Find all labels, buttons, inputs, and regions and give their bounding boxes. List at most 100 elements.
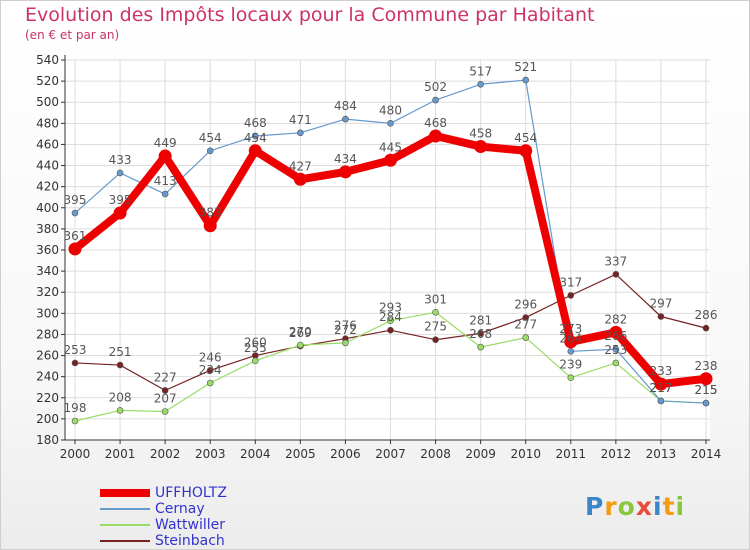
data-label-steinbach: 227 bbox=[154, 370, 177, 384]
point-steinbach bbox=[612, 270, 620, 278]
point-wattwiller bbox=[251, 357, 259, 365]
point-wattwiller bbox=[612, 359, 620, 367]
point-uffholtz bbox=[384, 153, 397, 167]
data-label-wattwiller: 268 bbox=[469, 327, 492, 341]
legend-label-wattwiller: Wattwiller bbox=[155, 517, 225, 533]
point-cernay bbox=[567, 348, 575, 355]
data-label-uffholtz: 395 bbox=[109, 193, 132, 207]
y-tick-label: 480 bbox=[36, 116, 59, 130]
data-label-uffholtz: 273 bbox=[559, 322, 582, 336]
data-label-steinbach: 269 bbox=[289, 326, 312, 340]
point-uffholtz bbox=[248, 144, 262, 158]
data-label-uffholtz: 454 bbox=[514, 131, 537, 145]
point-steinbach bbox=[116, 361, 124, 369]
point-steinbach bbox=[206, 367, 214, 374]
point-steinbach bbox=[522, 314, 530, 321]
point-uffholtz bbox=[203, 219, 217, 233]
data-label-steinbach: 337 bbox=[604, 254, 627, 268]
data-label-uffholtz: 361 bbox=[64, 229, 87, 243]
data-label-wattwiller: 253 bbox=[604, 343, 627, 357]
data-label-steinbach: 281 bbox=[469, 313, 492, 327]
y-tick-label: 300 bbox=[36, 306, 59, 320]
data-label-cernay: 521 bbox=[514, 60, 537, 74]
point-uffholtz bbox=[564, 335, 578, 349]
data-label-wattwiller: 234 bbox=[199, 363, 222, 377]
x-tick-label: 2011 bbox=[556, 447, 587, 461]
data-label-steinbach: 275 bbox=[424, 320, 447, 334]
x-tick-label: 2012 bbox=[601, 447, 632, 461]
data-label-uffholtz: 238 bbox=[695, 359, 718, 373]
data-label-uffholtz: 233 bbox=[649, 364, 672, 378]
data-label-steinbach: 286 bbox=[695, 308, 718, 322]
point-uffholtz bbox=[158, 149, 172, 163]
point-steinbach bbox=[477, 330, 484, 337]
data-label-cernay: 468 bbox=[244, 116, 267, 130]
data-label-wattwiller: 208 bbox=[109, 390, 132, 404]
x-tick-label: 2010 bbox=[510, 447, 541, 461]
data-label-uffholtz: 458 bbox=[469, 127, 492, 141]
point-cernay bbox=[297, 129, 304, 137]
logo-letter: i bbox=[675, 492, 686, 521]
data-label-cernay: 433 bbox=[109, 153, 132, 167]
x-tick-label: 2014 bbox=[691, 447, 722, 461]
y-tick-label: 420 bbox=[36, 180, 59, 194]
y-tick-label: 380 bbox=[36, 222, 59, 236]
chart-subtitle: (en € et par an) bbox=[25, 28, 120, 42]
x-tick-label: 2009 bbox=[465, 447, 496, 461]
x-tick-label: 2008 bbox=[420, 447, 451, 461]
logo-letter: i bbox=[653, 492, 663, 521]
point-cernay bbox=[477, 80, 484, 88]
data-label-cernay: 502 bbox=[424, 80, 447, 94]
point-wattwiller bbox=[477, 343, 484, 351]
data-label-steinbach: 253 bbox=[64, 343, 87, 357]
data-label-steinbach: 276 bbox=[334, 319, 357, 333]
legend-swatch-steinbach bbox=[100, 540, 150, 542]
data-label-steinbach: 260 bbox=[244, 336, 267, 350]
point-uffholtz bbox=[654, 377, 668, 391]
data-label-wattwiller: 277 bbox=[514, 318, 537, 332]
data-label-cernay: 484 bbox=[334, 99, 357, 113]
point-cernay bbox=[161, 190, 169, 198]
data-label-steinbach: 284 bbox=[379, 310, 402, 324]
data-label-uffholtz: 449 bbox=[154, 136, 177, 150]
point-cernay bbox=[612, 345, 620, 353]
y-tick-label: 520 bbox=[36, 74, 59, 88]
y-tick-label: 540 bbox=[36, 53, 59, 67]
data-label-cernay: 264 bbox=[559, 331, 582, 345]
x-tick-label: 2013 bbox=[646, 447, 677, 461]
y-tick-label: 220 bbox=[36, 391, 59, 405]
data-label-cernay: 266 bbox=[604, 329, 627, 343]
y-tick-label: 360 bbox=[36, 243, 59, 257]
data-label-cernay: 454 bbox=[199, 131, 222, 145]
y-tick-label: 500 bbox=[36, 95, 59, 109]
point-cernay bbox=[251, 132, 259, 140]
data-label-uffholtz: 468 bbox=[424, 116, 447, 130]
y-tick-label: 180 bbox=[36, 433, 59, 447]
x-tick-label: 2003 bbox=[195, 447, 226, 461]
point-wattwiller bbox=[161, 408, 169, 415]
data-label-cernay: 215 bbox=[695, 383, 718, 397]
point-uffholtz bbox=[609, 325, 623, 339]
y-tick-label: 460 bbox=[36, 137, 59, 151]
legend-swatch-cernay bbox=[100, 508, 150, 510]
data-label-steinbach: 317 bbox=[559, 275, 582, 289]
legend-swatch-uffholtz bbox=[100, 489, 150, 497]
data-label-steinbach: 297 bbox=[649, 297, 672, 311]
point-cernay bbox=[702, 399, 710, 407]
x-tick-label: 2002 bbox=[150, 447, 181, 461]
x-tick-label: 2007 bbox=[375, 447, 406, 461]
point-uffholtz bbox=[293, 172, 307, 186]
data-label-wattwiller: 217 bbox=[649, 381, 672, 395]
data-label-cernay: 413 bbox=[154, 174, 177, 188]
data-label-cernay: 395 bbox=[64, 193, 87, 207]
point-wattwiller bbox=[71, 417, 79, 425]
point-wattwiller bbox=[206, 379, 214, 387]
data-label-steinbach: 251 bbox=[109, 345, 132, 359]
y-tick-label: 280 bbox=[36, 327, 59, 341]
y-tick-label: 400 bbox=[36, 201, 59, 215]
data-label-wattwiller: 255 bbox=[244, 341, 267, 355]
point-cernay bbox=[657, 397, 665, 405]
data-label-uffholtz: 427 bbox=[289, 159, 312, 173]
data-label-uffholtz: 434 bbox=[334, 152, 357, 166]
data-label-uffholtz: 383 bbox=[199, 206, 222, 220]
